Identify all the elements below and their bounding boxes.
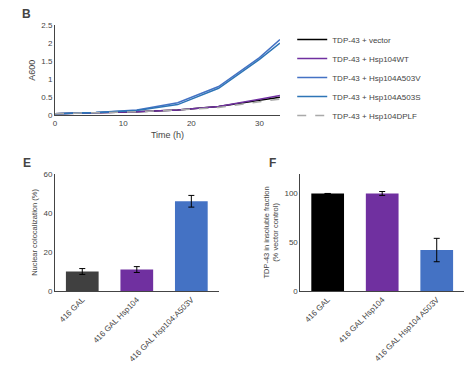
svg-text:20: 20	[43, 248, 52, 257]
svg-text:416 GAL Hsp104: 416 GAL Hsp104	[337, 295, 387, 345]
svg-text:A600: A600	[27, 60, 37, 81]
svg-text:416 GAL Hsp104:A503V: 416 GAL Hsp104:A503V	[127, 295, 196, 364]
svg-text:TDP-43 + Hsp104WT: TDP-43 + Hsp104WT	[332, 55, 409, 64]
svg-text:30: 30	[255, 119, 264, 128]
svg-text:Time (h): Time (h)	[151, 130, 184, 140]
svg-text:60: 60	[43, 170, 52, 179]
svg-text:0: 0	[53, 119, 58, 128]
svg-text:100: 100	[284, 189, 298, 198]
svg-text:E: E	[23, 156, 31, 170]
svg-text:40: 40	[43, 209, 52, 218]
svg-text:TDP-43 + Hsp104DPLF: TDP-43 + Hsp104DPLF	[332, 112, 417, 121]
svg-text:F: F	[269, 156, 276, 170]
svg-text:416 GAL Hsp104: 416 GAL Hsp104	[91, 295, 141, 345]
svg-text:50: 50	[289, 238, 298, 247]
svg-text:416 GAL Hsp104 A503V: 416 GAL Hsp104 A503V	[373, 295, 441, 363]
svg-text:0: 0	[48, 287, 53, 296]
svg-text:TDP-43 + Hsp104A503V: TDP-43 + Hsp104A503V	[332, 74, 421, 83]
svg-text:B: B	[22, 7, 31, 21]
svg-text:TDP-43 in insoluble fraction(%: TDP-43 in insoluble fraction(% vector co…	[262, 186, 281, 278]
svg-text:TDP-43 + Hsp104A503S: TDP-43 + Hsp104A503S	[332, 93, 420, 102]
svg-text:0: 0	[48, 111, 53, 120]
svg-text:2.5: 2.5	[41, 21, 53, 30]
svg-text:416 GAL: 416 GAL	[58, 295, 87, 324]
svg-text:10: 10	[119, 119, 128, 128]
svg-text:TDP-43 + vector: TDP-43 + vector	[332, 36, 391, 45]
svg-text:Nuclear colocalization (%): Nuclear colocalization (%)	[30, 189, 39, 276]
svg-text:0: 0	[293, 287, 298, 296]
svg-text:20: 20	[187, 119, 196, 128]
svg-text:416 GAL: 416 GAL	[303, 295, 332, 324]
svg-text:2: 2	[48, 39, 53, 48]
svg-text:1: 1	[48, 75, 53, 84]
svg-text:0.5: 0.5	[41, 93, 53, 102]
svg-text:1.5: 1.5	[41, 57, 53, 66]
